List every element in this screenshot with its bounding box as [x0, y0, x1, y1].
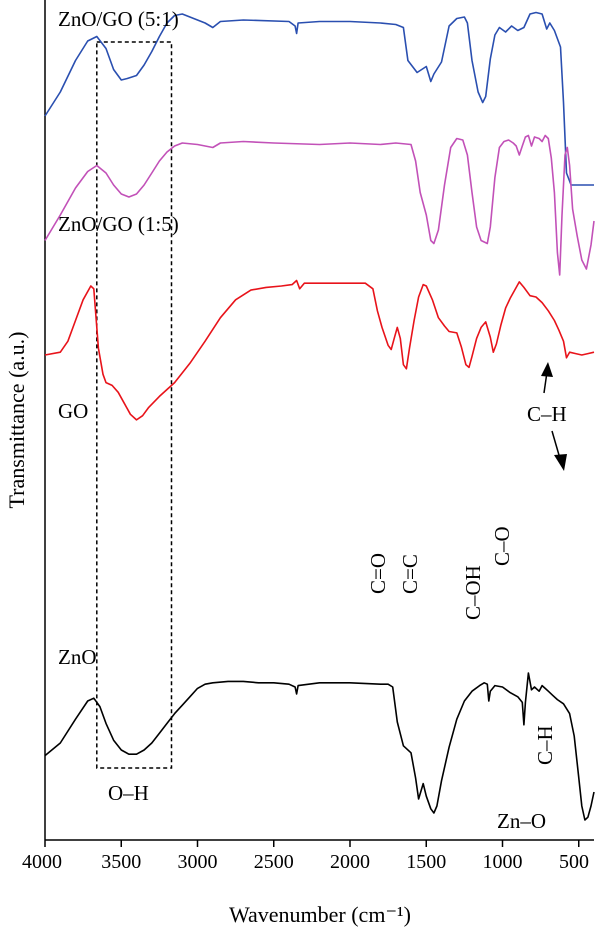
series-line-zno-go-1-5 [44, 134, 595, 276]
series-label-znogo-5-1: ZnO/GO (5:1) [58, 7, 179, 31]
arrow-down-head [554, 454, 567, 471]
series-label-znogo-1-5: ZnO/GO (1:5) [58, 212, 179, 236]
annotation-c-double-o: C=O [366, 553, 390, 594]
series-line-zno-go-5-1 [44, 11, 594, 186]
x-axis-title: Wavenumber (cm⁻¹) [229, 902, 411, 927]
oh-band-rect [96, 41, 173, 769]
x-tick-label-3000: 3000 [178, 851, 218, 873]
x-tick-label-3500: 3500 [101, 851, 141, 873]
x-tick-label-2000: 2000 [330, 851, 370, 873]
series-line-zno [44, 672, 595, 821]
series-labels: ZnO/GO (5:1) ZnO/GO (1:5) GO ZnO [58, 7, 179, 669]
y-axis-title: Transmittance (a.u.) [4, 332, 29, 509]
series-label-zno: ZnO [58, 645, 97, 669]
x-tick-label-2500: 2500 [254, 851, 294, 873]
annotation-oh: O–H [108, 781, 149, 805]
series-label-go: GO [58, 399, 88, 423]
annotation-c-o: C–O [490, 526, 514, 566]
series-layer [44, 11, 595, 821]
x-tick-label-1500: 1500 [406, 851, 446, 873]
oh-band-box [96, 41, 173, 769]
annotation-ch-go: C–H [527, 402, 567, 426]
annotation-zn-o: Zn–O [497, 809, 546, 833]
annotation-c-double-c: C=C [398, 554, 422, 594]
peak-annotations: O–H C–H C=O C=C C–OH C–O C–H Zn–O [108, 362, 567, 833]
x-tick-label-1000: 1000 [483, 851, 523, 873]
x-ticks: 4000 3500 3000 2500 2000 1500 1000 500 [22, 840, 589, 873]
annotation-ch-zno: C–H [533, 725, 557, 765]
plot-frame [44, 0, 594, 841]
x-tick-label-500: 500 [559, 851, 589, 873]
annotation-c-oh: C–OH [461, 565, 485, 620]
x-tick-label-4000: 4000 [22, 851, 62, 873]
arrow-up-head [541, 362, 553, 377]
series-line-go [44, 279, 595, 421]
